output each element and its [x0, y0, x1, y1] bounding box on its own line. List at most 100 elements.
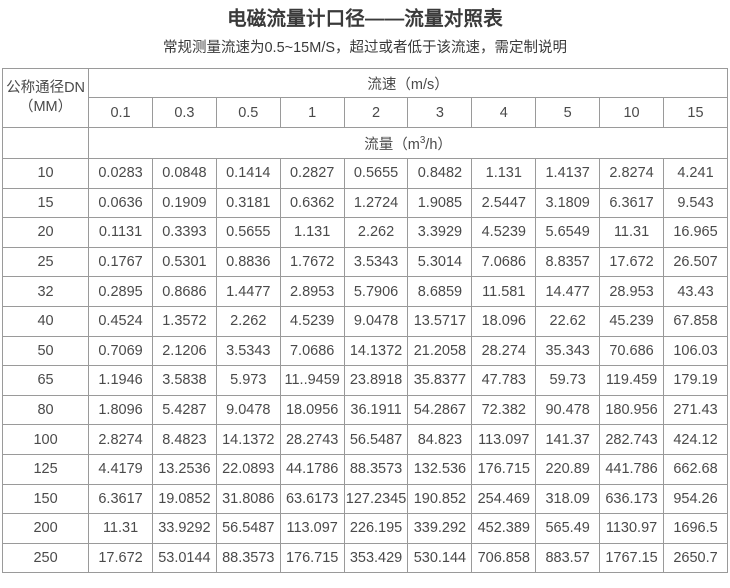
- cell-flow-rate: 2.8953: [279, 276, 345, 307]
- cell-flow-rate: 127.2345: [343, 483, 409, 515]
- cell-flow-rate: 0.3393: [151, 217, 217, 248]
- header-nominal-diameter-line1: 公称通径DN: [6, 80, 86, 96]
- cell-flow-rate: 954.26: [662, 483, 729, 515]
- cell-flow-rate: 353.429: [343, 542, 409, 574]
- table-row: 50 0.7069 2.1206 3.5343 7.0686 14.1372 21.2058…: [1, 335, 729, 367]
- cell-nominal-diameter: 50: [1, 335, 90, 367]
- cell-nominal-diameter: 65: [1, 365, 90, 396]
- table-row: 20 0.1131 0.3393 0.5655 1.131 2.262 3.3929 4.52…: [1, 217, 729, 248]
- cell-flow-rate: 0.5655: [215, 217, 281, 248]
- cell-flow-rate: 36.1911: [343, 394, 409, 426]
- cell-flow-rate: 54.2867: [407, 394, 473, 426]
- cell-flow-rate: 5.3014: [407, 246, 473, 278]
- cell-flow-rate: 84.823: [407, 424, 473, 455]
- cell-flow-rate: 88.3573: [215, 542, 281, 574]
- cell-flow-rate: 53.0144: [151, 542, 217, 574]
- header-flow-group-prefix: 流量（m: [364, 136, 420, 153]
- header-row-velocity-group: 公称通径DN （MM） 流速（m/s）: [1, 68, 728, 128]
- cell-flow-rate: 2.8274: [88, 424, 153, 455]
- cell-flow-rate: 26.507: [662, 246, 729, 278]
- cell-nominal-diameter: 250: [1, 542, 90, 574]
- cell-flow-rate: 18.0956: [279, 394, 345, 426]
- cell-flow-rate: 1130.97: [599, 513, 664, 544]
- cell-flow-rate: 7.0686: [279, 335, 345, 367]
- cell-flow-rate: 1.8096: [88, 394, 153, 426]
- cell-flow-rate: 13.5717: [407, 305, 473, 337]
- cell-flow-rate: 0.3181: [215, 187, 281, 219]
- flow-rate-table: 公称通径DN （MM） 流速（m/s） 0.1 0.3 0.5 1 2 3 4 …: [1, 68, 729, 574]
- cell-flow-rate: 179.19: [662, 365, 729, 396]
- cell-flow-rate: 176.715: [471, 453, 537, 485]
- cell-flow-rate: 2.262: [343, 217, 409, 248]
- cell-flow-rate: 4.241: [662, 158, 729, 189]
- cell-flow-rate: 0.8686: [151, 276, 217, 307]
- cell-nominal-diameter: 200: [1, 513, 90, 544]
- header-velocity-9: 15: [662, 97, 729, 128]
- cell-flow-rate: 9.0478: [343, 305, 409, 337]
- cell-nominal-diameter: 25: [1, 246, 90, 278]
- cell-flow-rate: 254.469: [471, 483, 537, 515]
- table-row: 32 0.2895 0.8686 1.4477 2.8953 5.7906 8.6859 11…: [1, 276, 729, 307]
- cell-flow-rate: 271.43: [662, 394, 729, 426]
- cell-flow-rate: 19.0852: [151, 483, 217, 515]
- cell-flow-rate: 0.0283: [88, 158, 153, 189]
- cell-nominal-diameter: 40: [1, 305, 90, 337]
- cell-flow-rate: 441.786: [599, 453, 664, 485]
- cell-flow-rate: 7.0686: [471, 246, 537, 278]
- cell-flow-rate: 113.097: [471, 424, 537, 455]
- cell-flow-rate: 33.9292: [151, 513, 217, 544]
- cell-flow-rate: 2.8274: [599, 158, 664, 189]
- cell-flow-rate: 424.12: [662, 424, 729, 455]
- cell-flow-rate: 28.274: [471, 335, 537, 367]
- header-velocity-2: 0.5: [215, 97, 281, 128]
- table-row: 65 1.1946 3.5838 5.973 11..9459 23.8918 35.837…: [1, 365, 729, 396]
- page-subtitle: 常规测量流速为0.5~15M/S，超过或者低于该流速，需定制说明: [162, 40, 568, 56]
- cell-flow-rate: 180.956: [599, 394, 664, 426]
- cell-flow-rate: 5.7906: [343, 276, 409, 307]
- cell-flow-rate: 11..9459: [279, 365, 345, 396]
- cell-flow-rate: 1.2724: [343, 187, 409, 219]
- header-velocity-group: 流速（m/s）: [88, 68, 728, 98]
- cell-nominal-diameter: 125: [1, 453, 90, 485]
- header-row-flow-group: 流量（m3/h）: [1, 127, 728, 159]
- cell-flow-rate: 14.477: [535, 276, 601, 307]
- cell-flow-rate: 565.49: [535, 513, 601, 544]
- cell-flow-rate: 0.8482: [407, 158, 473, 189]
- cell-flow-rate: 0.2827: [279, 158, 345, 189]
- table-row: 25 0.1767 0.5301 0.8836 1.7672 3.5343 5.3014 7.…: [1, 246, 729, 278]
- cell-flow-rate: 176.715: [279, 542, 345, 574]
- cell-flow-rate: 282.743: [599, 424, 664, 455]
- table-row: 200 11.31 33.9292 56.5487 113.097 226.195 339.…: [1, 513, 729, 544]
- cell-flow-rate: 220.89: [535, 453, 601, 485]
- cell-flow-rate: 11.581: [471, 276, 537, 307]
- cell-flow-rate: 141.37: [535, 424, 601, 455]
- cell-flow-rate: 4.5239: [471, 217, 537, 248]
- cell-flow-rate: 662.68: [662, 453, 729, 485]
- cell-flow-rate: 31.8086: [215, 483, 281, 515]
- cell-flow-rate: 883.57: [535, 542, 601, 574]
- cell-flow-rate: 0.6362: [279, 187, 345, 219]
- header-velocity-4: 2: [343, 97, 409, 128]
- cell-flow-rate: 3.1809: [535, 187, 601, 219]
- cell-flow-rate: 4.5239: [279, 305, 345, 337]
- cell-nominal-diameter: 10: [1, 158, 90, 189]
- cell-flow-rate: 1.1946: [88, 365, 153, 396]
- header-velocity-0: 0.1: [88, 97, 153, 128]
- table-row: 125 4.4179 13.2536 22.0893 44.1786 88.3573 132…: [1, 453, 729, 485]
- cell-flow-rate: 88.3573: [343, 453, 409, 485]
- header-flow-group-superscript: 3: [419, 134, 426, 146]
- cell-flow-rate: 72.382: [471, 394, 537, 426]
- cell-flow-rate: 6.3617: [88, 483, 153, 515]
- cell-flow-rate: 636.173: [599, 483, 664, 515]
- header-flow-group-suffix: /h）: [425, 136, 452, 153]
- cell-flow-rate: 1.131: [471, 158, 537, 189]
- header-velocity-5: 3: [407, 97, 473, 128]
- cell-flow-rate: 2.1206: [151, 335, 217, 367]
- cell-flow-rate: 44.1786: [279, 453, 345, 485]
- cell-flow-rate: 11.31: [88, 513, 153, 544]
- header-velocity-7: 5: [535, 97, 601, 128]
- cell-flow-rate: 226.195: [343, 513, 409, 544]
- cell-flow-rate: 28.2743: [279, 424, 345, 455]
- cell-flow-rate: 339.292: [407, 513, 473, 544]
